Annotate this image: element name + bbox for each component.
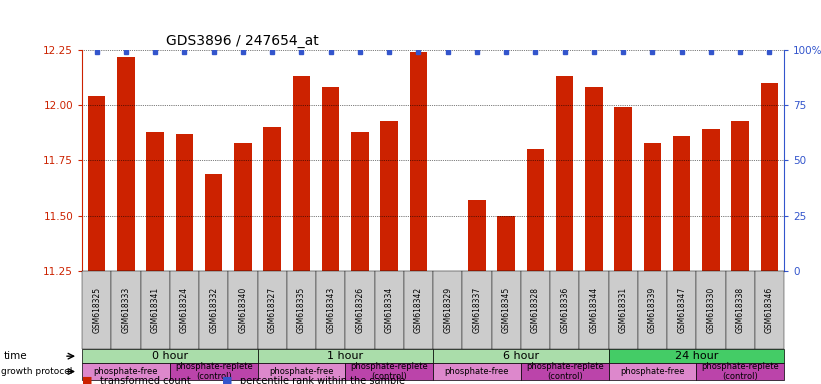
Text: GSM618331: GSM618331 [619,287,628,333]
Text: GSM618344: GSM618344 [589,287,599,333]
Text: GSM618338: GSM618338 [736,287,745,333]
Text: 24 hour: 24 hour [675,351,718,361]
Bar [644,142,661,271]
Bar [117,56,135,271]
Bar [322,88,340,271]
Text: time: time [4,351,28,361]
Bar [732,121,749,271]
Text: percentile rank within the sample: percentile rank within the sample [240,376,405,384]
Text: phosphate-free: phosphate-free [445,367,509,376]
Bar [264,127,281,271]
Text: GSM618339: GSM618339 [648,287,657,333]
Bar [760,83,778,271]
Text: ■: ■ [222,376,232,384]
Text: 0 hour: 0 hour [152,351,188,361]
Text: GSM618340: GSM618340 [238,287,247,333]
Text: GSM618329: GSM618329 [443,287,452,333]
Bar [205,174,222,271]
Text: phosphate-free: phosphate-free [269,367,333,376]
Text: GSM618327: GSM618327 [268,287,277,333]
Bar [468,200,486,271]
Bar [351,132,369,271]
Text: GSM618324: GSM618324 [180,287,189,333]
Bar [176,134,193,271]
Text: GSM618347: GSM618347 [677,287,686,333]
Text: GSM618330: GSM618330 [706,287,715,333]
Text: phosphate-replete
(control): phosphate-replete (control) [351,362,428,381]
Text: GSM618325: GSM618325 [92,287,101,333]
Text: GSM618328: GSM618328 [531,287,540,333]
Bar [380,121,398,271]
Bar [498,215,515,271]
Bar [614,107,632,271]
Bar [556,76,573,271]
Text: transformed count: transformed count [100,376,191,384]
Bar [234,142,252,271]
Text: phosphate-replete
(control): phosphate-replete (control) [525,362,603,381]
Text: GSM618337: GSM618337 [472,287,481,333]
Bar [527,149,544,271]
Text: GSM618345: GSM618345 [502,287,511,333]
Bar [146,132,164,271]
Text: GSM618346: GSM618346 [765,287,774,333]
Text: GSM618333: GSM618333 [122,287,131,333]
Bar [410,52,427,271]
Bar [702,129,720,271]
Text: GSM618336: GSM618336 [560,287,569,333]
Bar [673,136,690,271]
Text: GSM618332: GSM618332 [209,287,218,333]
Text: phosphate-replete
(control): phosphate-replete (control) [701,362,779,381]
Bar [88,96,106,271]
Text: GSM618335: GSM618335 [297,287,306,333]
Bar [292,76,310,271]
Text: 6 hour: 6 hour [502,351,539,361]
Text: GSM618342: GSM618342 [414,287,423,333]
Text: growth protocol: growth protocol [1,367,72,376]
Text: GSM618341: GSM618341 [151,287,160,333]
Text: GSM618326: GSM618326 [355,287,365,333]
Text: GSM618343: GSM618343 [326,287,335,333]
Text: 1 hour: 1 hour [328,351,364,361]
Bar [585,88,603,271]
Text: ■: ■ [82,376,93,384]
Text: phosphate-replete
(control): phosphate-replete (control) [175,362,253,381]
Text: GDS3896 / 247654_at: GDS3896 / 247654_at [167,33,319,48]
Text: phosphate-free: phosphate-free [620,367,685,376]
Text: GSM618334: GSM618334 [385,287,394,333]
Text: phosphate-free: phosphate-free [94,367,158,376]
